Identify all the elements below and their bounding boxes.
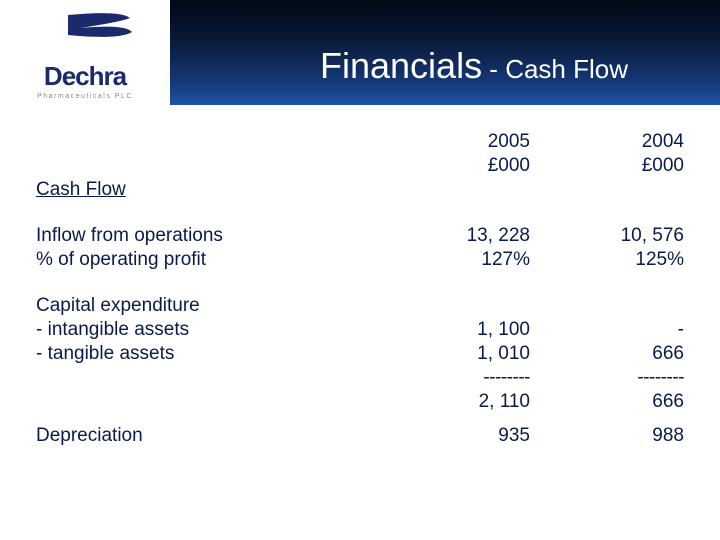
- col1-unit: £000: [376, 154, 530, 178]
- table-row: -------- --------: [36, 366, 684, 390]
- tangible-2004: 666: [530, 342, 684, 366]
- tangible-label: - tangible assets: [36, 342, 376, 366]
- capex-total-2004: 666: [530, 390, 684, 414]
- tangible-2005: 1, 010: [376, 342, 530, 366]
- brand-name: Dechra: [44, 61, 126, 92]
- cashflow-table: 2005 2004 £000 £000 Cash Flow Inflow fro…: [36, 130, 684, 448]
- dash-2004: --------: [530, 366, 684, 390]
- pct-label: % of operating profit: [36, 248, 376, 272]
- table-row: Depreciation 935 988: [36, 424, 684, 448]
- intangible-2004: -: [530, 318, 684, 342]
- intangible-2005: 1, 100: [376, 318, 530, 342]
- dechra-logo-icon: [20, 5, 150, 65]
- depreciation-2004: 988: [530, 424, 684, 448]
- title-main: Financials: [320, 45, 482, 86]
- spacer-row: [36, 272, 684, 294]
- inflow-label: Inflow from operations: [36, 224, 376, 248]
- table-row: 2005 2004: [36, 130, 684, 154]
- pct-2004: 125%: [530, 248, 684, 272]
- table-row: - intangible assets 1, 100 -: [36, 318, 684, 342]
- depreciation-2005: 935: [376, 424, 530, 448]
- inflow-2005: 13, 228: [376, 224, 530, 248]
- depreciation-label: Depreciation: [36, 424, 376, 448]
- table-row: £000 £000: [36, 154, 684, 178]
- table-row: % of operating profit 127% 125%: [36, 248, 684, 272]
- inflow-2004: 10, 576: [530, 224, 684, 248]
- section-heading: Cash Flow: [36, 178, 376, 202]
- content-area: 2005 2004 £000 £000 Cash Flow Inflow fro…: [36, 130, 684, 448]
- col2-year: 2004: [530, 130, 684, 154]
- table-row: Cash Flow: [36, 178, 684, 202]
- logo-box: Dechra Pharmaceuticals PLC: [0, 0, 170, 105]
- intangible-label: - intangible assets: [36, 318, 376, 342]
- capex-total-2005: 2, 110: [376, 390, 530, 414]
- col2-unit: £000: [530, 154, 684, 178]
- title-sub: Cash Flow: [505, 54, 628, 84]
- brand-subtitle: Pharmaceuticals PLC: [37, 93, 133, 100]
- spacer-row: [36, 202, 684, 224]
- page-title: Financials - Cash Flow: [320, 45, 628, 87]
- col1-year: 2005: [376, 130, 530, 154]
- capex-label: Capital expenditure: [36, 294, 376, 318]
- table-row: Capital expenditure: [36, 294, 684, 318]
- table-row: 2, 110 666: [36, 390, 684, 414]
- pct-2005: 127%: [376, 248, 530, 272]
- title-separator: -: [482, 54, 505, 84]
- table-row: - tangible assets 1, 010 666: [36, 342, 684, 366]
- table-row: Inflow from operations 13, 228 10, 576: [36, 224, 684, 248]
- dash-2005: --------: [376, 366, 530, 390]
- spacer-row: [36, 414, 684, 424]
